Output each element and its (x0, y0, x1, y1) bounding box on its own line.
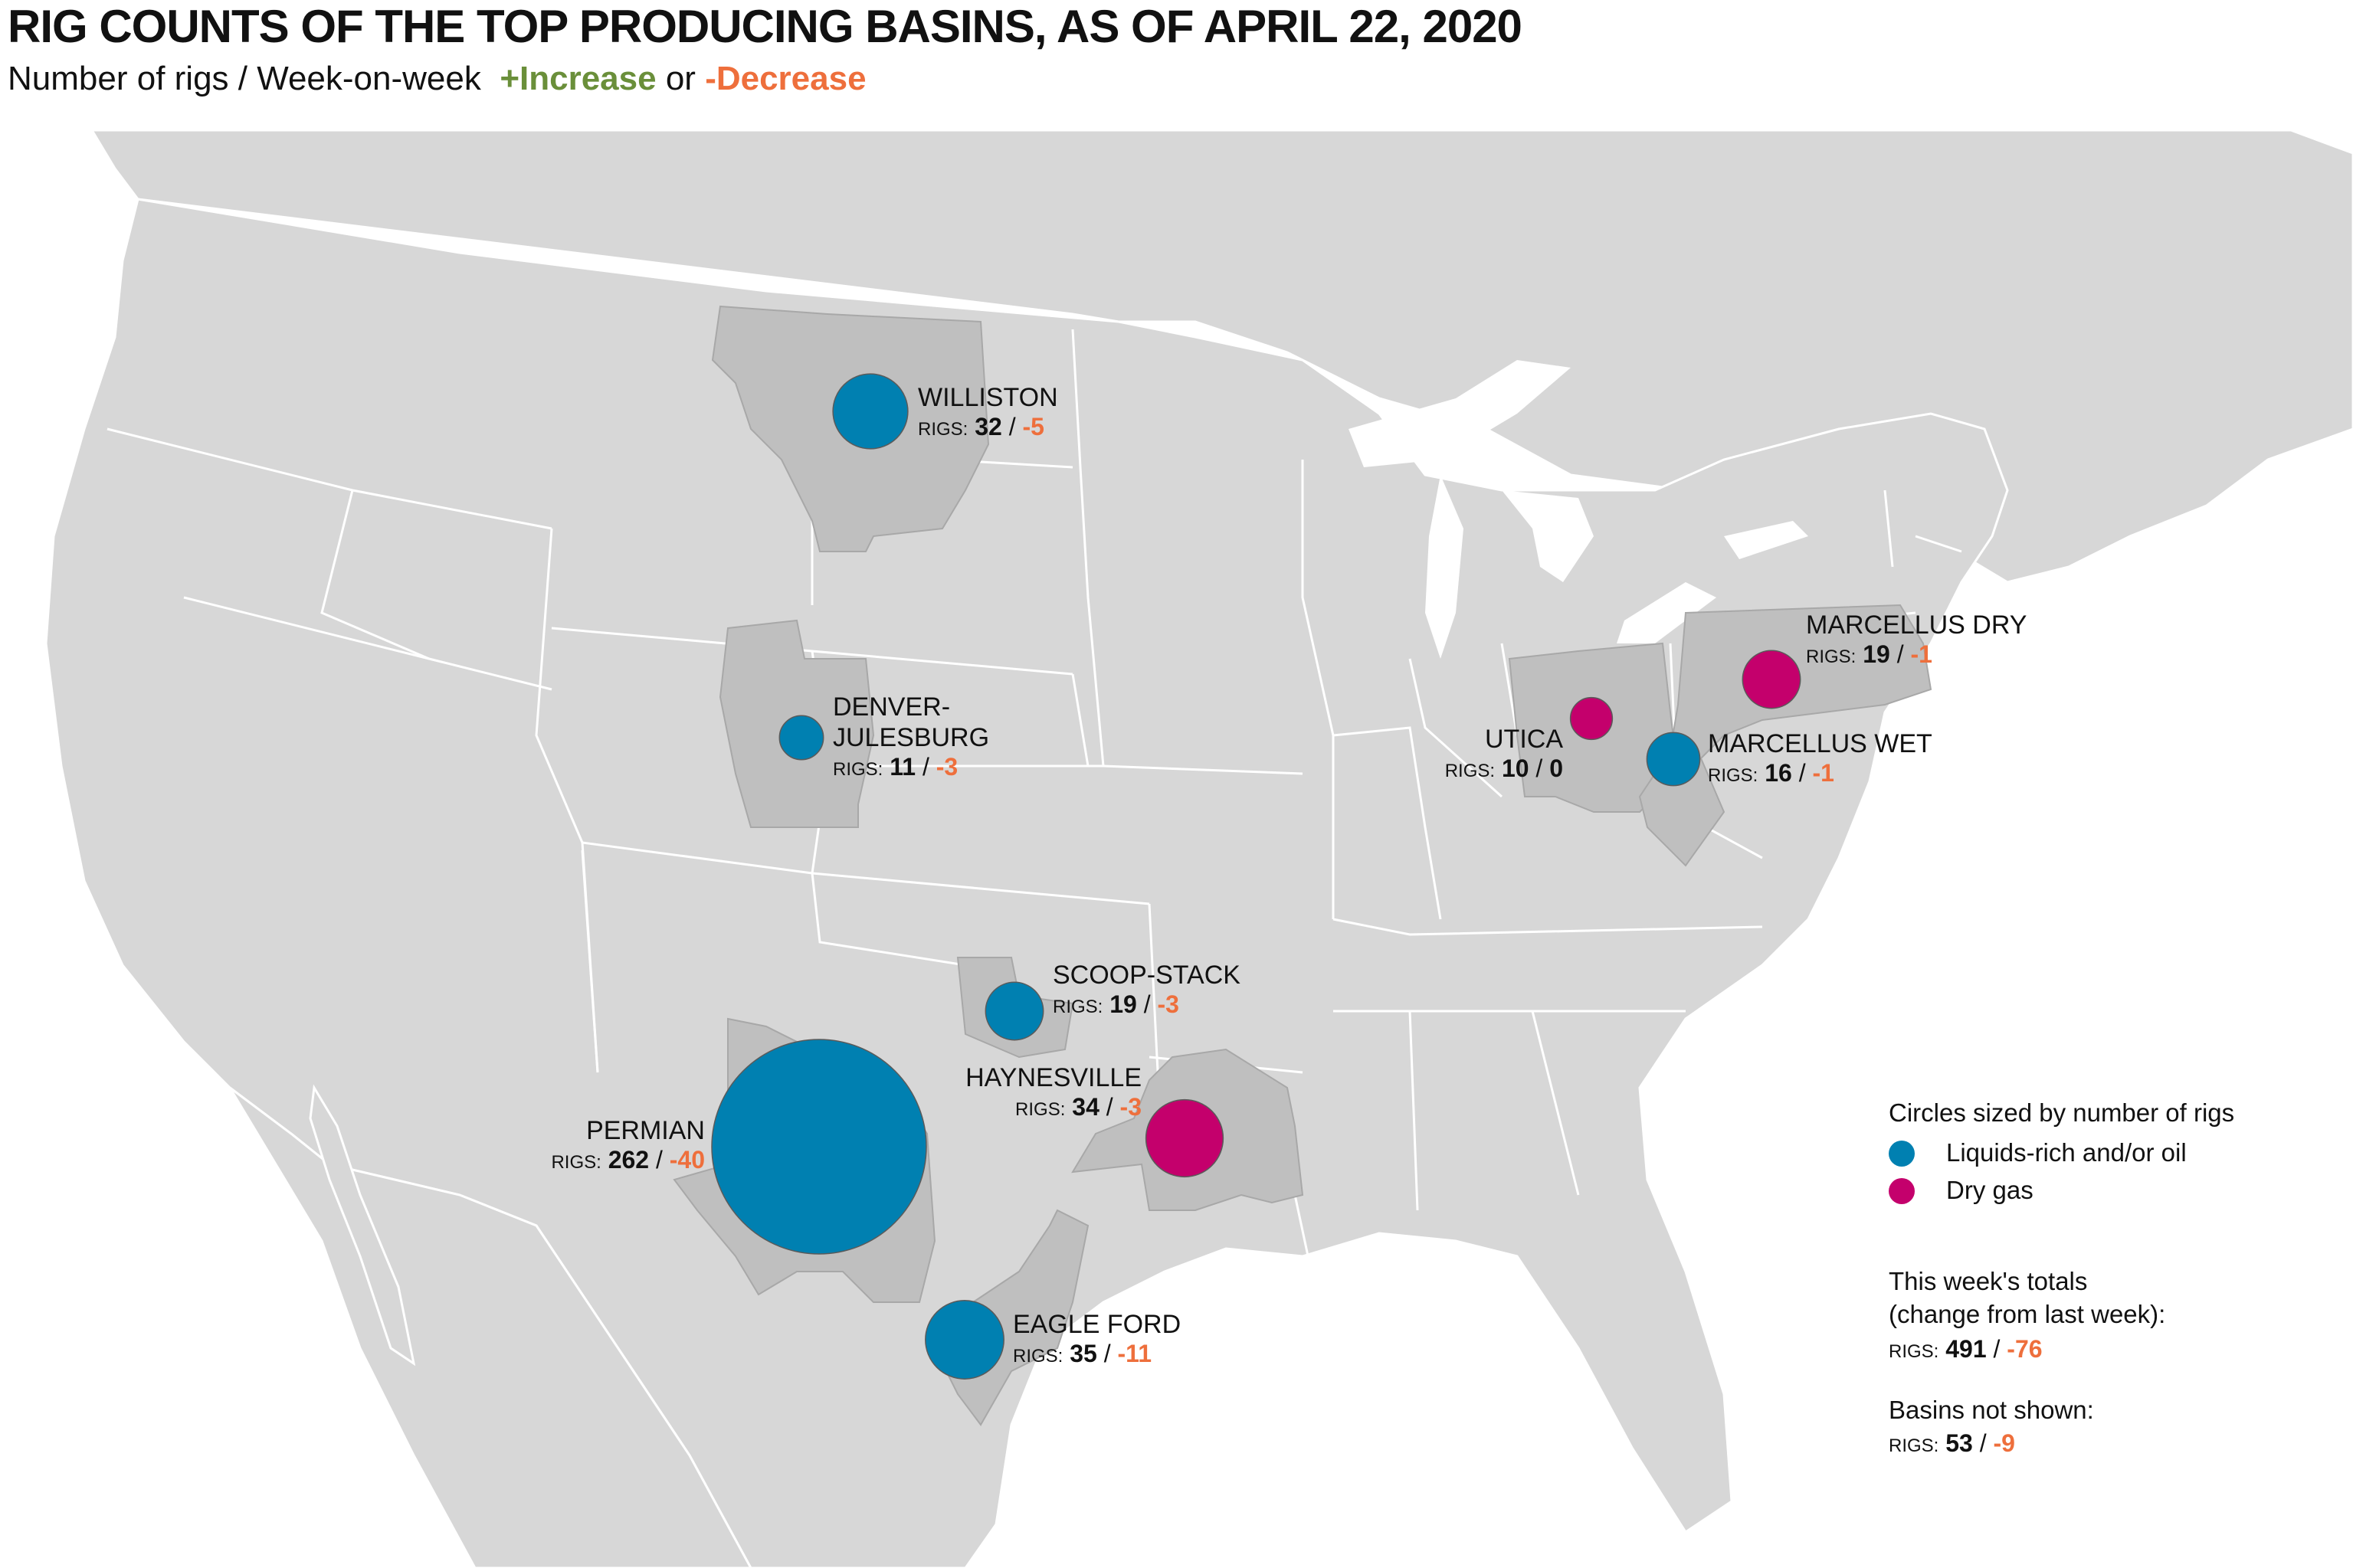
legend-title: Circles sized by number of rigs (1889, 1098, 2235, 1127)
label-williston: WILLISTON RIGS: 32 / -5 (918, 383, 1058, 441)
basin-name: EAGLE FORD (1013, 1310, 1181, 1339)
basin-stat: RIGS: 16 / -1 (1708, 759, 1834, 787)
basin-name: SCOOP-STACK (1053, 961, 1240, 990)
legend-dry-gas-label: Dry gas (1946, 1176, 2033, 1204)
subtitle-or: or (665, 60, 696, 97)
map-title: RIG COUNTS OF THE TOP PRODUCING BASINS, … (8, 1, 1522, 52)
basin-circle-marcellus-dry (1742, 650, 1801, 709)
basin-circle-eagleford (925, 1300, 1004, 1380)
basin-name-line2: JULESBURG (833, 723, 990, 752)
subtitle-prefix: Number of rigs / Week-on-week (8, 60, 481, 97)
us-basin-map (0, 130, 2353, 1568)
basin-circle-permian (711, 1039, 927, 1255)
baja-peninsula (309, 1084, 416, 1367)
legend-totals-line1: This week's totals (1889, 1267, 2088, 1295)
legend-not-shown-title: Basins not shown: (1889, 1396, 2094, 1424)
basin-stat: RIGS: 35 / -11 (1013, 1340, 1152, 1367)
basin-stat: RIGS: 19 / -3 (1053, 990, 1179, 1018)
label-scoop-stack: SCOOP-STACK RIGS: 19 / -3 (1053, 961, 1240, 1019)
basin-stat: RIGS: 19 / -1 (1806, 640, 1932, 668)
legend-dry-gas-swatch (1889, 1178, 1915, 1204)
basin-circle-scoop (985, 981, 1044, 1041)
basin-stat: RIGS: 32 / -5 (918, 413, 1044, 440)
basin-stat: RIGS: 34 / -3 (1015, 1093, 1142, 1121)
label-permian: PERMIAN RIGS: 262 / -40 (529, 1116, 705, 1174)
basin-circles (711, 373, 1801, 1380)
legend-totals-line2: (change from last week): (1889, 1300, 2166, 1328)
subtitle-decrease: -Decrease (705, 60, 867, 97)
legend-liquids-swatch (1889, 1141, 1915, 1167)
basin-circle-utica (1569, 696, 1614, 741)
great-lakes (1349, 360, 1808, 659)
basin-name: UTICA (1485, 725, 1563, 754)
label-utica: UTICA RIGS: 10 / 0 (1425, 725, 1563, 783)
legend-liquids-label: Liquids-rich and/or oil (1946, 1138, 2187, 1167)
legend-not-shown-stat: RIGS: 53 / -9 (1889, 1429, 2015, 1457)
basin-circle-marcellus-wet (1646, 732, 1701, 787)
subtitle-increase: +Increase (500, 60, 657, 97)
label-marcellus-dry: MARCELLUS DRY RIGS: 19 / -1 (1806, 611, 2027, 669)
basin-circle-williston (832, 373, 909, 450)
basin-stat: RIGS: 10 / 0 (1444, 755, 1563, 782)
basin-name: MARCELLUS WET (1708, 729, 1932, 758)
basin-name: WILLISTON (918, 383, 1058, 412)
basin-stat: RIGS: 262 / -40 (551, 1146, 705, 1174)
basin-name-line1: DENVER- (833, 692, 951, 722)
legend-totals-stat: RIGS: 491 / -76 (1889, 1335, 2043, 1363)
basin-name: MARCELLUS DRY (1806, 611, 2027, 640)
basin-circle-haynesville (1145, 1098, 1224, 1178)
basin-stat: RIGS: 11 / -3 (833, 753, 959, 781)
basin-circle-denver (778, 715, 824, 761)
label-eagle-ford: EAGLE FORD RIGS: 35 / -11 (1013, 1310, 1181, 1368)
map-subtitle: Number of rigs / Week-on-week +Increase … (8, 60, 867, 98)
label-denver-julesburg: DENVER- JULESBURG RIGS: 11 / -3 (833, 692, 989, 781)
label-marcellus-wet: MARCELLUS WET RIGS: 16 / -1 (1708, 729, 1932, 787)
label-haynesville: HAYNESVILLE RIGS: 34 / -3 (958, 1063, 1142, 1121)
basin-name: HAYNESVILLE (965, 1063, 1142, 1092)
basin-name: PERMIAN (586, 1116, 705, 1145)
